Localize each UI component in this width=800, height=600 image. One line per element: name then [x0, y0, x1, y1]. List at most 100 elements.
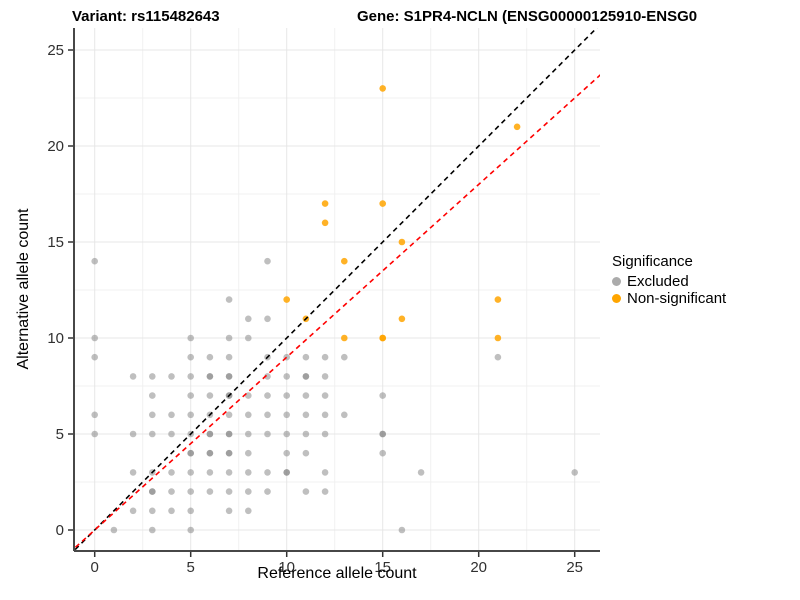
- data-point: [245, 507, 252, 515]
- y-tick-label: 20: [47, 138, 64, 155]
- data-point: [264, 392, 271, 399]
- data-point: [168, 411, 175, 419]
- data-point: [187, 334, 194, 342]
- data-point: [225, 449, 233, 457]
- data-point: [187, 488, 194, 495]
- data-point: [168, 373, 175, 380]
- data-point: [264, 469, 271, 476]
- data-point: [206, 449, 214, 457]
- legend-item-label: Non-significant: [627, 290, 727, 307]
- data-point: [321, 488, 329, 495]
- x-tick-label: 25: [566, 559, 583, 576]
- x-tick-label: 10: [278, 559, 295, 576]
- data-point: [206, 353, 214, 361]
- data-point: [302, 392, 310, 399]
- data-point: [245, 449, 252, 457]
- data-point: [321, 392, 329, 399]
- data-point: [129, 430, 137, 438]
- data-point: [225, 334, 233, 342]
- x-axis-label: Reference allele count: [257, 565, 417, 582]
- data-point: [225, 507, 233, 515]
- data-point: [91, 257, 98, 265]
- data-point: [571, 469, 578, 476]
- data-point: [302, 430, 310, 438]
- data-point: [149, 373, 156, 380]
- data-point: [168, 430, 175, 438]
- data-point: [341, 411, 348, 419]
- data-point: [225, 296, 233, 303]
- data-point: [341, 257, 348, 265]
- legend: Significance Excluded Non-significant: [612, 253, 726, 307]
- data-point: [110, 526, 118, 534]
- data-point: [91, 411, 98, 419]
- data-point: [187, 507, 194, 515]
- data-point: [379, 392, 387, 399]
- data-point: [206, 469, 214, 476]
- data-point: [206, 392, 214, 399]
- series-excluded: [91, 257, 578, 534]
- data-point: [283, 469, 291, 476]
- data-point: [149, 488, 156, 495]
- data-point: [149, 411, 156, 419]
- data-point: [283, 430, 291, 438]
- fit-line: [75, 74, 600, 549]
- data-point: [149, 430, 156, 438]
- data-point: [341, 334, 348, 342]
- data-point: [129, 507, 137, 515]
- plot-title-gene: Gene: S1PR4-NCLN (ENSG00000125910-ENSG0: [357, 8, 698, 25]
- y-tick-label: 15: [47, 234, 64, 251]
- reference-lines: [75, 28, 600, 550]
- data-point: [321, 373, 329, 380]
- data-point: [149, 507, 156, 515]
- data-point: [245, 411, 252, 419]
- data-point: [206, 373, 214, 380]
- data-point: [187, 353, 194, 361]
- data-point: [225, 373, 233, 380]
- data-point: [187, 449, 194, 457]
- y-axis-label: Alternative allele count: [15, 208, 32, 370]
- data-point: [187, 411, 194, 419]
- data-point: [245, 334, 252, 342]
- data-point: [225, 411, 233, 419]
- data-point: [302, 353, 310, 361]
- data-point: [91, 334, 98, 342]
- data-point: [302, 411, 310, 419]
- data-point: [91, 430, 98, 438]
- axes: 0 5 10 15 20 25 0 5 10 15 20 25: [47, 28, 600, 576]
- data-point: [302, 373, 310, 380]
- data-point: [283, 373, 291, 380]
- data-point: [513, 123, 521, 131]
- data-point: [302, 449, 310, 457]
- data-point: [149, 526, 156, 534]
- y-tick-label: 10: [47, 330, 64, 347]
- data-point: [187, 469, 194, 476]
- data-point: [187, 373, 194, 380]
- data-point: [129, 469, 137, 476]
- data-point: [91, 353, 98, 361]
- data-point: [168, 469, 175, 476]
- data-point: [225, 469, 233, 476]
- data-point: [283, 392, 291, 399]
- data-point: [206, 430, 214, 438]
- data-point: [379, 334, 387, 342]
- data-point: [379, 200, 387, 207]
- gridlines: [75, 28, 600, 550]
- data-point: [283, 449, 291, 457]
- data-point: [206, 488, 214, 495]
- data-point: [245, 488, 252, 495]
- data-point: [245, 469, 252, 476]
- data-point: [321, 469, 329, 476]
- data-point: [379, 85, 387, 92]
- data-point: [264, 257, 271, 265]
- data-point: [494, 353, 502, 361]
- data-point: [398, 315, 406, 323]
- data-point: [321, 200, 329, 207]
- data-point: [302, 488, 310, 495]
- data-point: [398, 526, 406, 534]
- y-tick-label: 0: [56, 522, 64, 539]
- y-tick-label: 25: [47, 42, 64, 59]
- data-point: [245, 430, 252, 438]
- data-point: [245, 315, 252, 323]
- x-tick-label: 0: [91, 559, 99, 576]
